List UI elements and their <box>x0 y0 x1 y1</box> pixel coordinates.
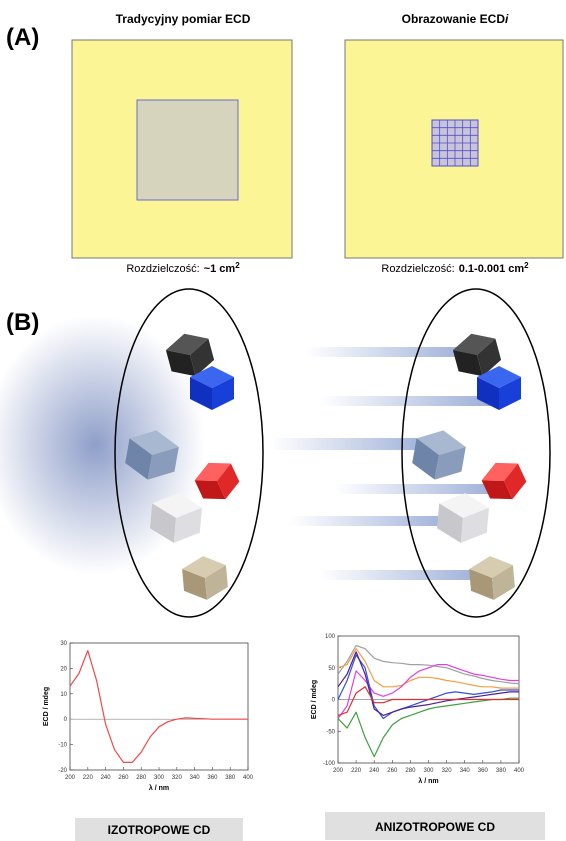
resolution-label: Rozdzielczość: <box>126 263 199 275</box>
y-tick-label: 10 <box>60 692 67 698</box>
x-tick-label: 360 <box>207 775 218 781</box>
cube <box>410 426 468 484</box>
x-tick-label: 360 <box>478 768 489 774</box>
y-tick-label: -10 <box>58 743 67 749</box>
streak <box>270 438 440 450</box>
x-axis-label: λ / nm <box>418 777 438 785</box>
y-axis-label: ECD / mdeg <box>43 687 50 726</box>
y-tick-label: 0 <box>332 698 336 704</box>
series-line <box>70 651 248 763</box>
x-tick-label: 400 <box>243 775 254 781</box>
plot-frame <box>70 643 248 770</box>
resolution-value: 0.1-0.001 cm <box>459 263 525 275</box>
measure-spot <box>137 100 238 200</box>
y-tick-label: -100 <box>323 761 336 767</box>
y-axis-label: ECD / mdeg <box>311 680 318 719</box>
resolution: Rozdzielczość: ~1 cm2 <box>126 261 240 275</box>
x-tick-label: 280 <box>136 775 147 781</box>
x-tick-label: 240 <box>369 768 380 774</box>
streak <box>320 396 500 406</box>
resolution-value: ~1 cm <box>204 263 236 275</box>
y-tick-label: 0 <box>64 717 68 723</box>
caption: IZOTROPOWE CD <box>108 823 211 837</box>
resolution-label: Rozdzielczość: <box>381 263 454 275</box>
caption: ANIZOTROPOWE CD <box>375 820 495 834</box>
x-tick-label: 280 <box>405 768 416 774</box>
series-line <box>338 698 519 756</box>
y-tick-label: 100 <box>325 634 336 640</box>
panel-label: (A) <box>6 24 39 51</box>
x-tick-label: 240 <box>101 775 112 781</box>
x-tick-label: 200 <box>65 775 76 781</box>
cube <box>468 554 516 602</box>
x-axis-label: λ / nm <box>149 784 169 792</box>
x-tick-label: 320 <box>442 768 453 774</box>
resolution-exponent: 2 <box>524 261 529 270</box>
streak <box>290 516 460 526</box>
panel-label: (B) <box>6 309 39 336</box>
x-tick-label: 340 <box>460 768 471 774</box>
x-tick-label: 260 <box>387 768 398 774</box>
page: {"panel_a": {"label": "(A)", "left": {"t… <box>0 0 566 841</box>
pixel-grid <box>432 120 478 166</box>
cube <box>436 491 490 545</box>
x-tick-label: 320 <box>172 775 183 781</box>
y-tick-label: 50 <box>328 666 335 672</box>
x-tick-label: 220 <box>83 775 94 781</box>
y-tick-label: 20 <box>60 666 67 672</box>
y-tick-label: -50 <box>326 729 335 735</box>
x-tick-label: 260 <box>118 775 129 781</box>
title-italic: i <box>505 12 509 26</box>
streak <box>305 347 475 357</box>
x-tick-label: 220 <box>351 768 362 774</box>
x-tick-label: 380 <box>496 768 507 774</box>
panel-title: Tradycyjny pomiar ECD <box>116 12 251 26</box>
panel-title: Obrazowanie ECDi <box>402 12 509 26</box>
cube <box>477 454 530 507</box>
x-tick-label: 300 <box>423 768 434 774</box>
series-line <box>338 687 519 716</box>
x-tick-label: 200 <box>333 768 344 774</box>
resolution-exponent: 2 <box>235 261 240 270</box>
x-tick-label: 400 <box>514 768 525 774</box>
x-tick-label: 380 <box>225 775 236 781</box>
x-tick-label: 340 <box>190 775 201 781</box>
cube <box>181 554 229 602</box>
streaks <box>270 347 505 580</box>
resolution: Rozdzielczość: 0.1-0.001 cm2 <box>381 261 529 275</box>
x-tick-label: 300 <box>154 775 165 781</box>
y-tick-label: -20 <box>58 768 67 774</box>
y-tick-label: 30 <box>60 641 67 647</box>
streak <box>320 570 490 580</box>
title-text: Obrazowanie ECD <box>402 12 506 26</box>
figure: (A) Tradycyjny pomiar ECD Obrazowanie EC… <box>0 0 566 841</box>
streak <box>335 484 505 494</box>
